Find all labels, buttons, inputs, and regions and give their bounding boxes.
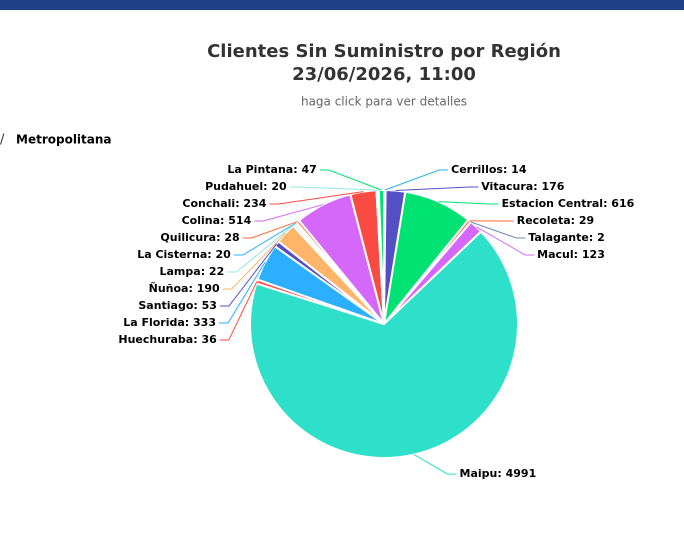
label-value: : 234 — [235, 197, 267, 210]
label-value: : 176 — [533, 180, 565, 193]
top-bar — [0, 0, 684, 10]
label-name: La Cisterna — [137, 248, 207, 261]
connector — [385, 170, 448, 190]
data-label: Huechuraba: 36 — [118, 333, 217, 346]
data-label: Macul: 123 — [537, 248, 605, 261]
data-label: Conchali: 234 — [182, 197, 266, 210]
label-name: Conchali — [182, 197, 235, 210]
label-value: : 22 — [201, 265, 225, 278]
label-name: Macul — [537, 248, 574, 261]
breadcrumb-label[interactable]: Metropolitana — [16, 133, 112, 147]
label-value: : 333 — [185, 316, 216, 329]
label-value: : 123 — [574, 248, 605, 261]
label-value: : 20 — [263, 180, 287, 193]
data-label: Vitacura: 176 — [481, 180, 565, 193]
label-name: Cerrillos — [451, 163, 503, 176]
data-label: Colina: 514 — [182, 214, 252, 227]
label-name: Talagante — [528, 231, 589, 244]
label-value: : 4991 — [497, 467, 536, 480]
data-label: Cerrillos: 14 — [451, 163, 527, 176]
label-name: Vitacura — [481, 180, 533, 193]
data-label: Lampa: 22 — [159, 265, 224, 278]
label-name: Pudahuel — [205, 180, 263, 193]
data-label: La Pintana: 47 — [227, 163, 316, 176]
connector — [290, 187, 378, 190]
label-name: Ñuñoa — [149, 282, 189, 295]
label-name: Maipu — [460, 467, 498, 480]
label-name: Colina — [182, 214, 220, 227]
label-value: : 47 — [293, 163, 317, 176]
data-label: Recoleta: 29 — [517, 214, 594, 227]
label-value: : 14 — [503, 163, 527, 176]
label-value: : 36 — [193, 333, 217, 346]
connector — [414, 455, 456, 474]
data-label: Talagante: 2 — [528, 231, 604, 244]
data-label: Estacion Central: 616 — [502, 197, 635, 210]
data-label: Pudahuel: 20 — [205, 180, 287, 193]
data-label: Maipu: 4991 — [460, 467, 537, 480]
data-label: Santiago: 53 — [138, 299, 217, 312]
label-name: La Florida — [123, 316, 185, 329]
data-label: La Cisterna: 20 — [137, 248, 231, 261]
breadcrumb-separator: / — [0, 133, 5, 148]
chart-title: Clientes Sin Suministro por Región — [207, 41, 561, 62]
label-name: Estacion Central — [502, 197, 604, 210]
data-label: Ñuñoa: 190 — [149, 282, 220, 295]
label-name: Quilicura — [160, 231, 216, 244]
label-name: Santiago — [138, 299, 194, 312]
label-value: : 29 — [571, 214, 595, 227]
label-value: : 28 — [216, 231, 240, 244]
chart-date: 23/06/2026, 11:00 — [292, 64, 476, 85]
label-value: : 20 — [207, 248, 231, 261]
label-value: : 2 — [589, 231, 605, 244]
label-value: : 53 — [193, 299, 217, 312]
label-value: : 616 — [603, 197, 635, 210]
connector — [396, 187, 479, 190]
label-value: : 514 — [220, 214, 252, 227]
chart-subtitle: haga click para ver detalles — [301, 95, 467, 109]
label-name: Recoleta — [517, 214, 571, 227]
label-name: La Pintana — [227, 163, 293, 176]
label-value: : 190 — [188, 282, 220, 295]
data-label: Quilicura: 28 — [160, 231, 239, 244]
data-label: La Florida: 333 — [123, 316, 216, 329]
label-name: Huechuraba — [118, 333, 193, 346]
connector — [320, 170, 382, 190]
label-name: Lampa — [159, 265, 200, 278]
connector — [439, 202, 499, 204]
